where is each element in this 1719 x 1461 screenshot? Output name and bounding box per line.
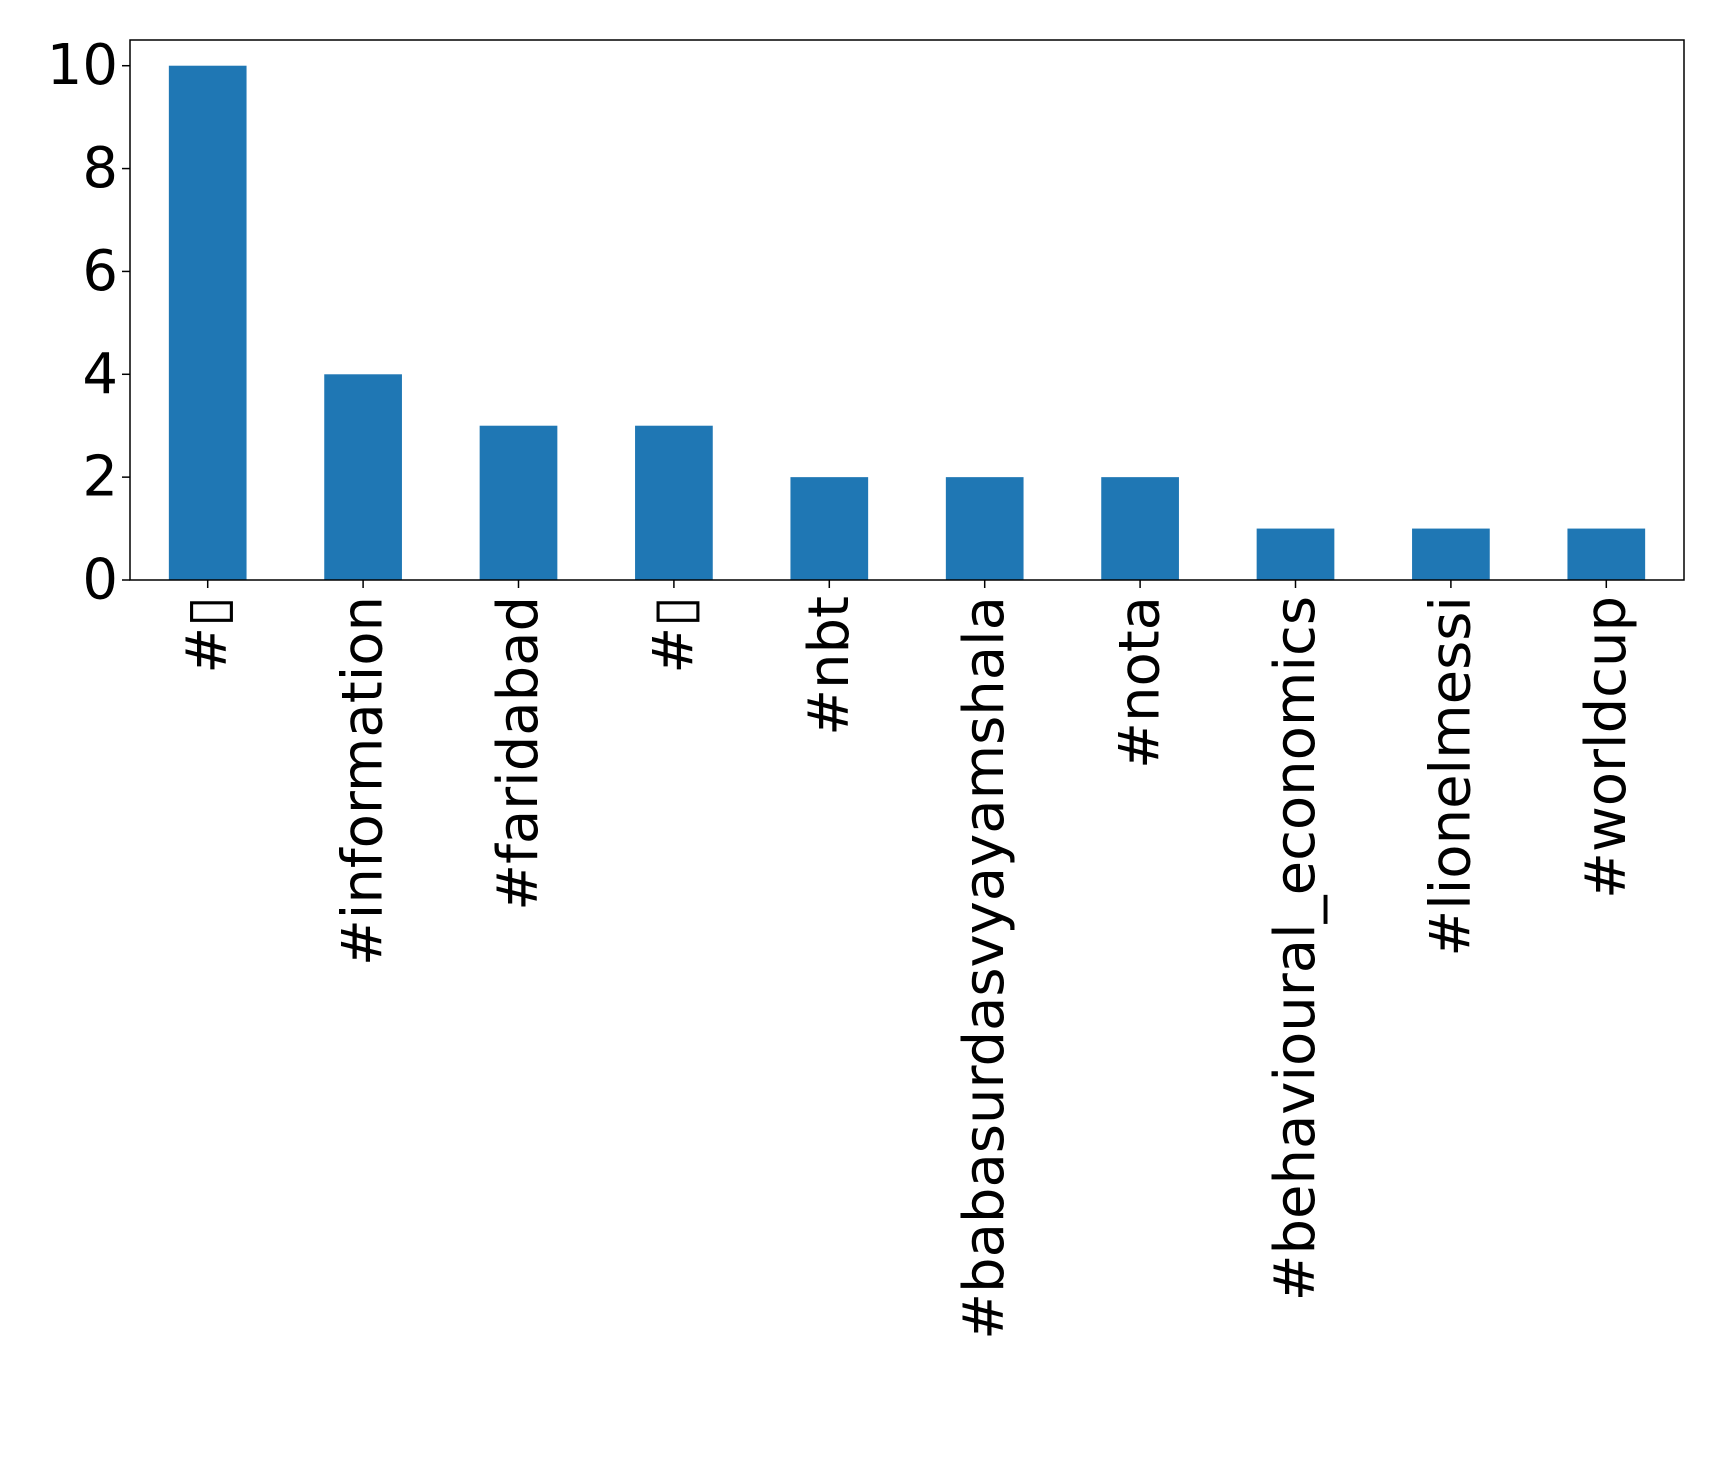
y-tick-label: 10	[47, 33, 118, 98]
x-tick-label: #behavioural_economics	[1263, 596, 1328, 1301]
bar-5	[945, 477, 1024, 580]
x-tick-label: #babasurdasvyayamshala	[952, 596, 1017, 1340]
bar-0	[168, 65, 247, 580]
x-tick-label: #▯	[175, 596, 240, 674]
bar-6	[1101, 477, 1179, 580]
y-tick-label: 2	[82, 445, 118, 510]
bar-2	[479, 425, 558, 580]
bars-layer	[168, 65, 1646, 580]
bar-7	[1256, 528, 1335, 580]
x-tick-label: #lionelmessi	[1418, 596, 1483, 957]
x-axis: #▯ #information #faridabad #▯ #nbt #babasurda…	[175, 580, 1639, 1340]
y-axis: 0 2 4 6 8 10	[47, 33, 130, 613]
y-tick-label: 8	[82, 136, 118, 201]
x-tick-label: #faridabad	[486, 596, 551, 911]
bar-4	[790, 477, 869, 580]
x-tick-label: #▯	[641, 596, 706, 674]
y-tick-label: 6	[82, 239, 118, 304]
x-tick-label: #worldcup	[1574, 596, 1639, 899]
bar-9	[1567, 528, 1646, 580]
bar-3	[635, 425, 713, 580]
x-tick-label: #nota	[1108, 596, 1173, 769]
x-tick-label: #nbt	[797, 596, 862, 736]
y-tick-label: 0	[82, 548, 118, 613]
bar-8	[1412, 528, 1490, 580]
x-tick-label: #information	[331, 596, 396, 966]
bar-1	[324, 374, 402, 580]
plot-area-frame	[129, 39, 1685, 581]
y-tick-label: 4	[82, 342, 118, 407]
